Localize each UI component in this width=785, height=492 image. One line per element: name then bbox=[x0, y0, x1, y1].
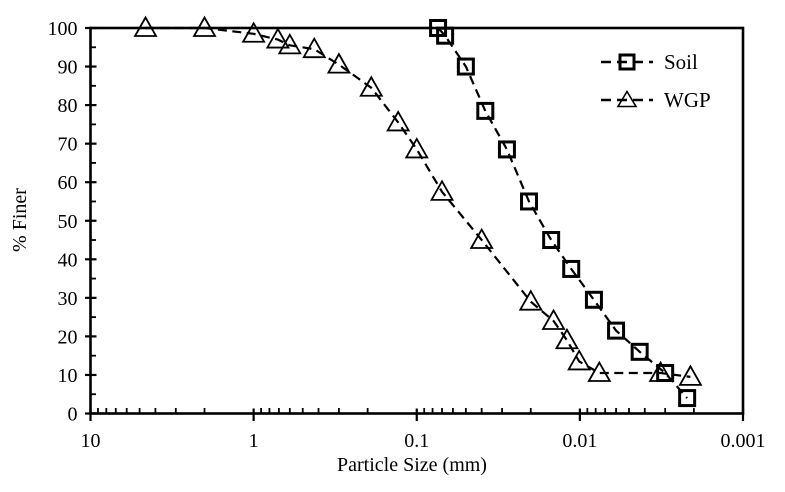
data-marker-triangle bbox=[326, 52, 351, 74]
x-tick-label: 0.001 bbox=[721, 430, 766, 452]
data-marker-triangle bbox=[133, 15, 158, 37]
data-marker-square bbox=[476, 101, 495, 120]
data-marker-triangle bbox=[302, 36, 327, 59]
data-marker-triangle bbox=[192, 15, 217, 37]
data-marker-square bbox=[542, 231, 561, 250]
data-marker-square bbox=[562, 259, 581, 278]
data-marker-triangle bbox=[277, 33, 302, 55]
y-tick-label: 80 bbox=[58, 95, 78, 117]
data-marker-square bbox=[436, 26, 455, 45]
y-tick-label: 90 bbox=[58, 57, 78, 79]
data-marker-square bbox=[630, 342, 649, 361]
data-marker-triangle bbox=[567, 349, 592, 371]
data-marker-triangle bbox=[429, 179, 455, 201]
y-tick-label: 70 bbox=[58, 134, 78, 156]
x-axis-title: Particle Size (mm) bbox=[337, 454, 487, 476]
legend-marker-square bbox=[618, 53, 636, 71]
data-marker-triangle bbox=[469, 227, 494, 249]
legend-label-wgp: WGP bbox=[664, 88, 711, 112]
plot-border bbox=[89, 26, 745, 415]
y-tick-label: 10 bbox=[58, 365, 78, 387]
data-marker-triangle bbox=[241, 21, 266, 43]
x-tick-label: 10 bbox=[81, 430, 101, 452]
legend-marker-triangle bbox=[616, 89, 638, 108]
series-line-wgp bbox=[145, 26, 691, 378]
data-marker-triangle bbox=[265, 27, 290, 49]
x-tick-label: 0.1 bbox=[404, 430, 429, 452]
data-marker-triangle bbox=[678, 364, 703, 386]
x-tick-label: 0.01 bbox=[562, 430, 597, 452]
data-marker-square bbox=[456, 57, 475, 76]
data-marker-triangle bbox=[359, 75, 384, 97]
y-tick-label: 0 bbox=[68, 404, 78, 426]
x-tick-label: 1 bbox=[249, 430, 259, 452]
data-marker-triangle bbox=[648, 360, 673, 382]
data-marker-triangle bbox=[386, 110, 411, 132]
data-marker-square bbox=[607, 321, 626, 340]
legend-label-soil: Soil bbox=[664, 50, 698, 74]
data-marker-triangle bbox=[541, 308, 566, 330]
y-tick-label: 20 bbox=[58, 326, 78, 348]
data-marker-square bbox=[678, 389, 697, 408]
data-marker-square bbox=[497, 140, 516, 159]
data-marker-triangle bbox=[518, 289, 543, 311]
y-tick-label: 50 bbox=[58, 211, 78, 233]
y-axis-title: % Finer bbox=[9, 188, 31, 252]
data-marker-triangle bbox=[554, 327, 580, 350]
y-tick-label: 100 bbox=[48, 18, 78, 40]
series-line-soil bbox=[437, 27, 688, 399]
y-tick-label: 40 bbox=[58, 249, 78, 271]
data-marker-square bbox=[584, 290, 603, 309]
data-marker-square bbox=[520, 192, 539, 211]
data-marker-triangle bbox=[404, 137, 429, 159]
y-tick-label: 60 bbox=[58, 172, 78, 194]
data-marker-triangle bbox=[587, 360, 612, 382]
y-tick-label: 30 bbox=[58, 288, 78, 310]
